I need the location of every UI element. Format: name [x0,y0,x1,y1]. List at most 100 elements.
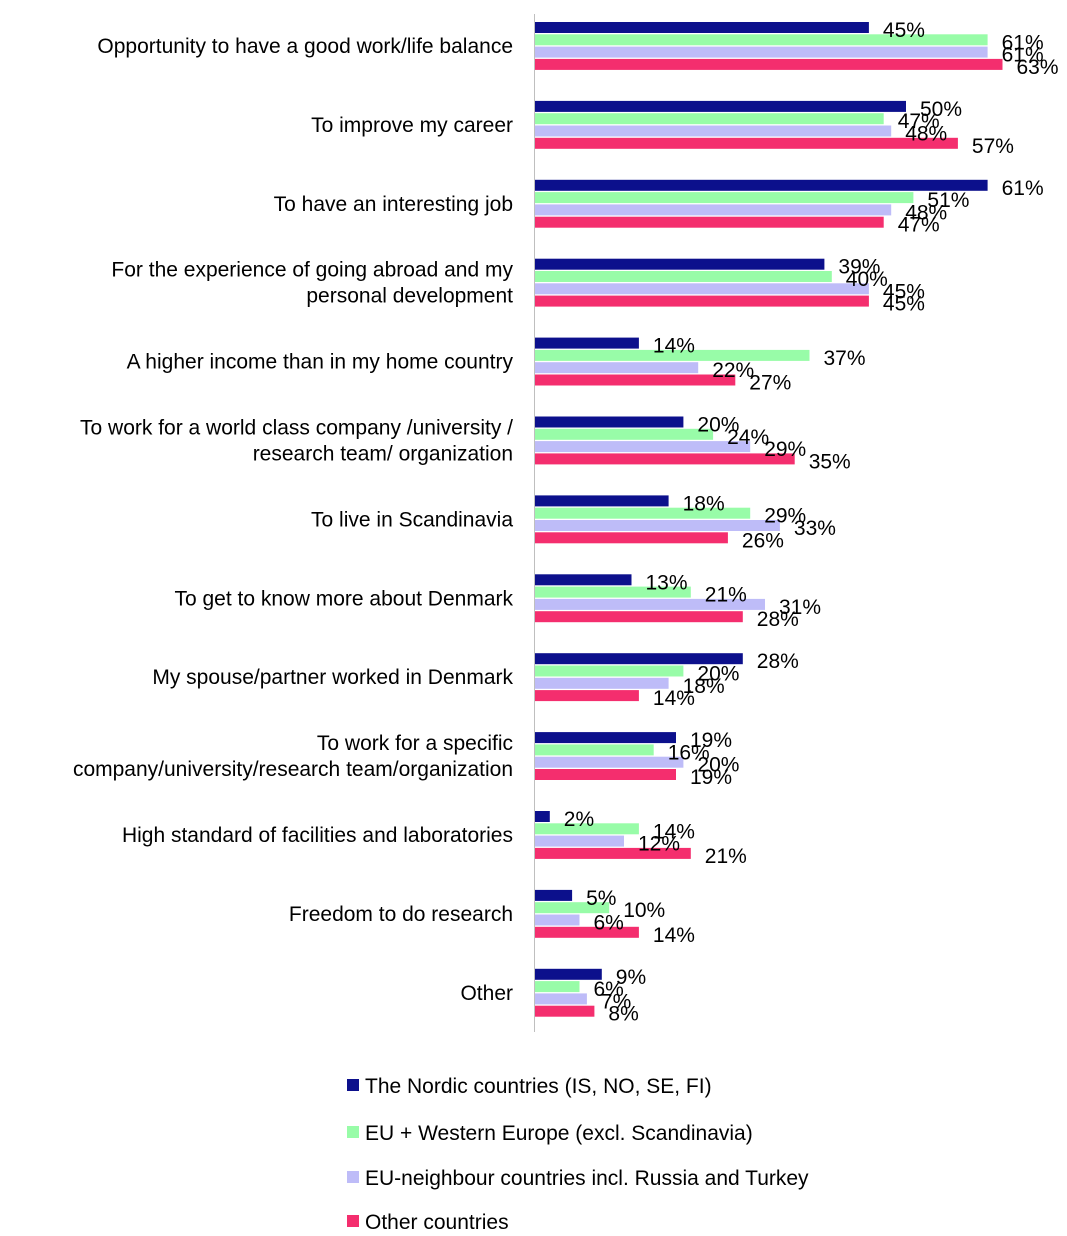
legend-label-nordic: The Nordic countries (IS, NO, SE, FI) [365,1075,712,1098]
legend-label-other-countries: Other countries [365,1211,509,1234]
data-label: 35% [809,450,851,473]
data-label: 14% [653,687,695,710]
bar [535,744,654,756]
bar [535,823,639,835]
category-label: To live in Scandinavia [311,508,513,531]
data-label: 10% [623,899,665,922]
bars [535,22,1003,1017]
data-label: 47% [898,110,940,133]
bar [535,271,832,282]
bar [535,665,684,677]
data-label: 16% [668,741,710,764]
data-label: 19% [690,729,732,752]
data-label: 61% [1002,44,1044,67]
data-label: 13% [646,571,688,594]
bar [535,453,795,465]
data-label: 45% [883,19,925,42]
bar [535,46,988,58]
data-label: 26% [742,529,784,552]
data-label: 2% [564,808,594,831]
data-label: 51% [927,189,969,212]
bar [535,100,906,112]
data-label: 28% [757,650,799,673]
data-label: 9% [616,966,646,989]
data-label: 61% [1002,31,1044,54]
data-label: 48% [905,123,947,146]
bar [535,926,639,938]
data-label: 20% [697,414,739,437]
bar [535,653,743,665]
bar-chart: Opportunity to have a good work/life bal… [73,14,1059,1032]
bar [535,22,869,33]
bar [535,981,580,993]
category-label: To work for a world class company /unive… [80,416,513,439]
data-label: 18% [683,675,725,698]
bar [535,611,743,623]
data-label: 5% [586,887,616,910]
data-labels: 45%61%61%63%50%47%48%57%61%51%48%47%39%4… [564,19,1059,1026]
bar [535,125,892,137]
bar [535,532,728,544]
data-label: 61% [1002,177,1044,200]
data-label: 39% [838,256,880,279]
legend-label-eu-western-europe: EU + Western Europe (excl. Scandinavia) [365,1122,753,1145]
category-label: My spouse/partner worked in Denmark [152,666,513,689]
data-label: 24% [727,426,769,449]
bar [535,362,699,374]
bar [535,889,573,901]
data-label: 19% [690,766,732,789]
legend-swatch-nordic [347,1079,359,1092]
legend-item-other-countries: Other countries [347,1210,509,1236]
bar [535,258,825,270]
bar [535,598,765,610]
data-label: 18% [683,492,725,515]
category-label: To get to know more about Denmark [174,587,513,610]
data-label: 45% [883,293,925,316]
bar [535,835,624,847]
data-label: 6% [594,978,624,1001]
data-label: 33% [794,517,836,540]
bar [535,337,639,349]
bar [535,586,691,598]
data-label: 63% [1017,56,1059,79]
data-label: 20% [697,663,739,686]
category-label: company/university/research team/organiz… [73,758,513,781]
bar [535,769,676,780]
data-label: 31% [779,596,821,619]
category-label: To improve my career [311,114,513,137]
data-label: 20% [697,754,739,777]
category-label: Opportunity to have a good work/life bal… [97,35,513,58]
bar [535,58,1003,70]
data-label: 7% [601,990,631,1013]
data-label: 21% [705,584,747,607]
category-label: Other [460,982,513,1005]
bar [535,416,684,428]
legend-swatch-other-countries [347,1215,359,1228]
legend-item-eu-neighbour: EU-neighbour countries incl. Russia and … [347,1166,809,1192]
data-label: 29% [764,505,806,528]
bar [535,295,869,307]
bar [535,993,587,1005]
bar [535,428,714,440]
data-label: 29% [764,438,806,461]
bar [535,34,988,46]
bar [535,756,684,768]
bar [535,495,669,507]
bar [535,349,810,361]
data-label: 14% [653,924,695,947]
data-label: 6% [594,912,624,935]
legend-label-eu-neighbour: EU-neighbour countries incl. Russia and … [365,1167,809,1190]
bar [535,192,914,204]
category-label: personal development [306,285,513,308]
bar [535,520,780,531]
category-label: High standard of facilities and laborato… [122,824,513,847]
data-label: 47% [898,214,940,237]
bar [535,441,751,453]
data-label: 45% [883,280,925,303]
data-label: 14% [653,335,695,358]
bar [535,914,580,926]
data-label: 14% [653,820,695,843]
data-label: 21% [705,845,747,868]
category-label: For the experience of going abroad and m… [111,259,513,282]
bar [535,507,751,519]
